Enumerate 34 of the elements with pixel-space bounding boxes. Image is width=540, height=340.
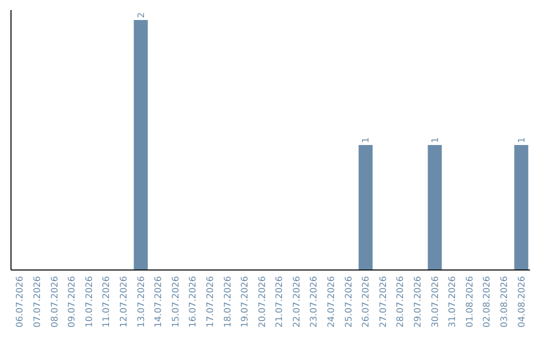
data-label: 2 xyxy=(136,12,147,18)
x-tick-label: 08.07.2026 xyxy=(50,276,60,328)
x-tick-label: 17.07.2026 xyxy=(206,276,216,328)
x-tick-label: 12.07.2026 xyxy=(120,276,130,328)
x-tick-label: 21.07.2026 xyxy=(275,276,286,328)
x-tick-label: 25.07.2026 xyxy=(344,276,354,328)
x-tick-label: 31.07.2026 xyxy=(448,276,458,328)
x-tick-label: 02.08.2026 xyxy=(482,276,493,328)
x-tick-label: 30.07.2026 xyxy=(430,276,441,328)
x-tick-label: 27.07.2026 xyxy=(378,276,389,328)
data-label: 1 xyxy=(362,137,372,143)
x-tick-label: 18.07.2026 xyxy=(223,276,234,328)
x-tick-label: 22.07.2026 xyxy=(292,276,302,328)
x-tick-label: 15.07.2026 xyxy=(171,276,182,328)
x-tick-label: 06.07.2026 xyxy=(16,276,26,328)
x-tick-label: 20.07.2026 xyxy=(258,276,268,328)
x-tick-label: 23.07.2026 xyxy=(310,276,320,328)
x-tick-label: 07.07.2026 xyxy=(33,276,44,328)
x-tick-label: 11.07.2026 xyxy=(102,276,112,328)
x-tick-label: 29.07.2026 xyxy=(414,276,424,328)
data-label: 1 xyxy=(430,137,441,143)
x-tick-label: 14.07.2026 xyxy=(154,276,164,328)
x-tick-label: 03.08.2026 xyxy=(500,276,510,328)
x-tick-label: 26.07.2026 xyxy=(362,276,372,328)
x-tick-label: 01.08.2026 xyxy=(465,276,476,328)
x-tick-label: 28.07.2026 xyxy=(396,276,406,328)
x-tick-label: 16.07.2026 xyxy=(188,276,199,328)
x-tick-label: 13.07.2026 xyxy=(136,276,147,328)
x-tick-label: 10.07.2026 xyxy=(84,276,95,328)
x-tick-label: 09.07.2026 xyxy=(68,276,78,328)
x-tick-label: 19.07.2026 xyxy=(240,276,251,328)
x-tick-label: 24.07.2026 xyxy=(327,276,338,328)
x-tick-label: 04.08.2026 xyxy=(517,276,528,328)
data-label: 1 xyxy=(517,137,528,143)
